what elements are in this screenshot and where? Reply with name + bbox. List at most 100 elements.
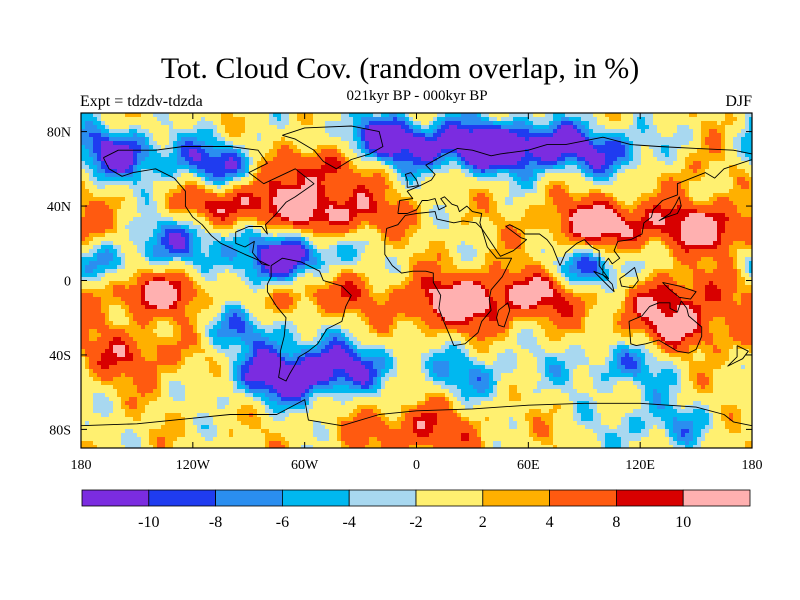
field-cell [249,249,254,254]
field-cell [249,309,254,314]
field-cell [109,197,114,202]
field-cell [301,297,306,302]
field-cell [97,389,102,394]
field-cell [109,333,114,338]
field-cell [193,113,198,118]
field-cell [153,285,158,290]
field-cell [221,289,226,294]
field-cell [157,317,162,322]
field-cell [209,137,214,142]
field-cell [161,421,166,426]
field-cell [265,125,270,130]
field-cell [89,377,94,382]
field-cell [185,361,190,366]
field-cell [101,229,106,234]
field-cell [241,437,246,442]
field-cell [133,377,138,382]
field-cell [201,213,206,218]
field-cell [305,213,310,218]
field-cell [285,241,290,246]
field-cell [153,257,158,262]
field-cell [157,113,162,118]
field-cell [157,165,162,170]
field-cell [193,181,198,186]
field-cell [253,181,258,186]
field-cell [125,285,130,290]
field-cell [217,329,222,334]
field-cell [305,445,310,448]
field-cell [273,405,278,410]
field-cell [85,337,90,342]
field-cell [85,393,90,398]
field-cell [197,277,202,282]
field-cell [261,353,266,358]
field-cell [173,441,178,446]
field-cell [273,397,278,402]
field-cell [117,333,122,338]
field-cell [161,337,166,342]
field-cell [97,297,102,302]
field-cell [309,353,314,358]
field-cell [229,221,234,226]
field-cell [269,397,274,402]
field-cell [121,321,126,326]
field-cell [89,201,94,206]
field-cell [197,189,202,194]
field-cell [197,213,202,218]
field-cell [101,241,106,246]
field-cell [169,213,174,218]
field-cell [157,385,162,390]
field-cell [281,161,286,166]
field-cell [281,173,286,178]
field-cell [161,317,166,322]
field-cell [285,145,290,150]
field-cell [293,345,298,350]
field-cell [177,253,182,258]
field-cell [117,353,122,358]
field-cell [185,437,190,442]
field-cell [217,285,222,290]
field-cell [309,301,314,306]
field-cell [89,165,94,170]
field-cell [153,309,158,314]
field-cell [189,229,194,234]
field-cell [97,137,102,142]
field-cell [229,161,234,166]
field-cell [241,309,246,314]
field-cell [161,217,166,222]
field-cell [173,249,178,254]
field-cell [153,393,158,398]
field-cell [97,289,102,294]
field-cell [141,229,146,234]
field-cell [93,217,98,222]
field-cell [129,361,134,366]
field-cell [261,149,266,154]
field-cell [285,397,290,402]
field-cell [281,329,286,334]
field-cell [265,257,270,262]
field-cell [285,141,290,146]
field-cell [273,425,278,430]
field-cell [173,345,178,350]
field-cell [105,425,110,430]
field-cell [305,133,310,138]
field-cell [245,265,250,270]
field-cell [197,433,202,438]
field-cell [225,381,230,386]
field-cell [117,269,122,274]
field-cell [165,341,170,346]
field-cell [157,129,162,134]
field-cell [297,365,302,370]
field-cell [93,249,98,254]
field-cell [261,289,266,294]
field-cell [205,397,210,402]
field-cell [161,341,166,346]
field-cell [109,361,114,366]
field-cell [189,221,194,226]
field-cell [241,153,246,158]
field-cell [261,337,266,342]
field-cell [205,385,210,390]
field-cell [197,373,202,378]
field-cell [173,173,178,178]
field-cell [189,193,194,198]
